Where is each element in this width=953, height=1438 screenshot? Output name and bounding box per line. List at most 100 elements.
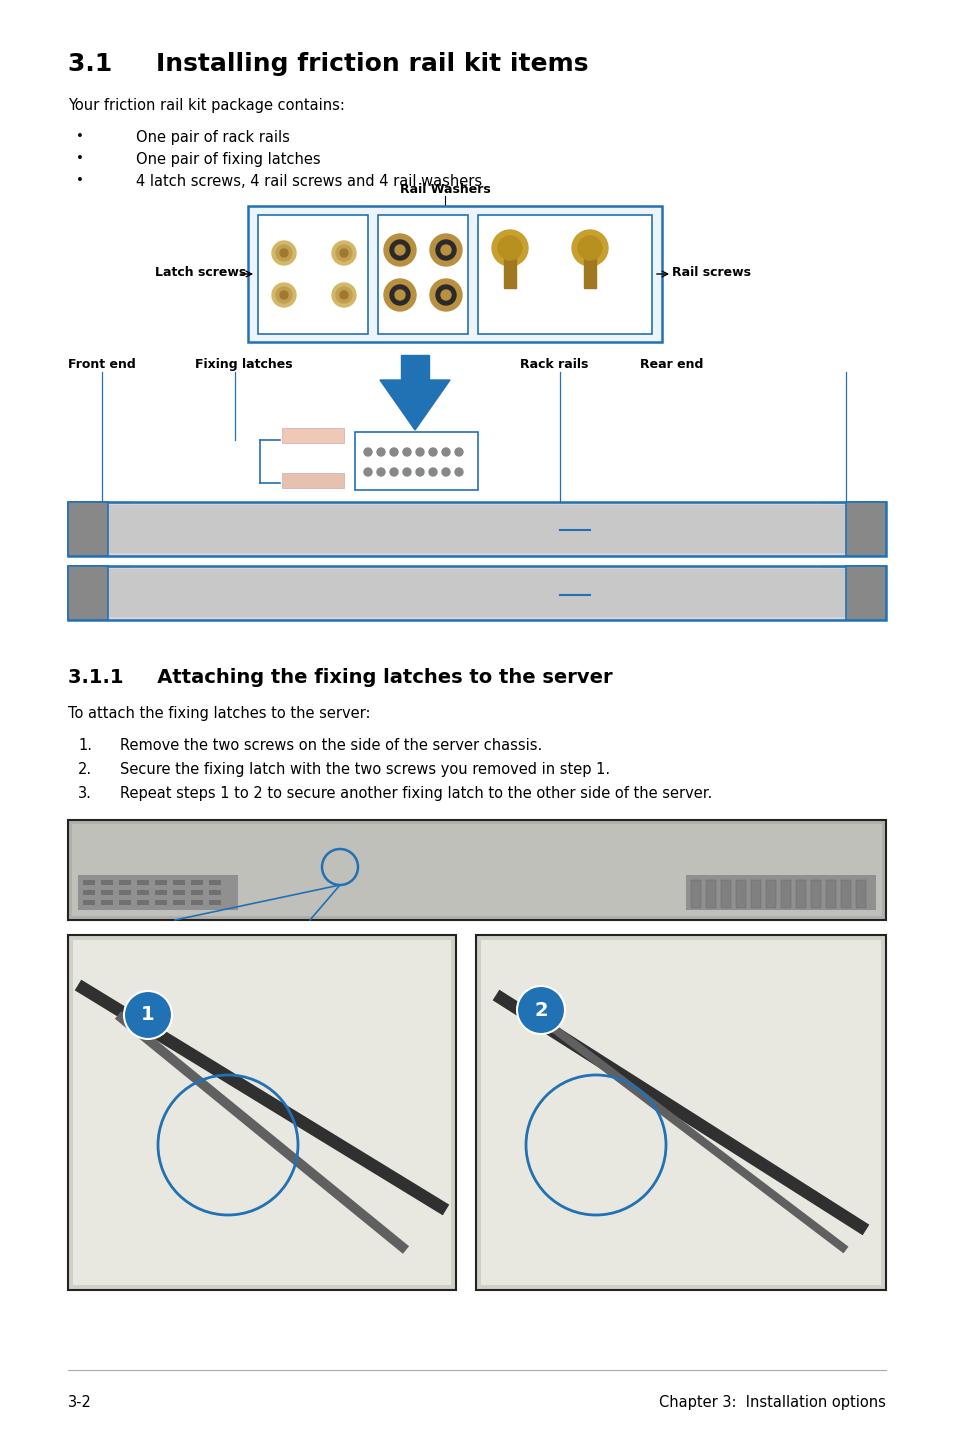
Bar	[101, 900, 112, 905]
Bar	[83, 900, 95, 905]
Circle shape	[335, 288, 352, 303]
Circle shape	[275, 244, 292, 262]
Bar	[503, 250, 516, 288]
Bar	[750, 880, 760, 907]
Text: Front end: Front end	[68, 358, 135, 371]
Circle shape	[332, 283, 355, 306]
Circle shape	[455, 449, 462, 456]
Bar	[845, 567, 885, 620]
Bar	[282, 473, 344, 487]
Circle shape	[376, 467, 385, 476]
Circle shape	[364, 467, 372, 476]
Circle shape	[430, 234, 461, 266]
Bar	[68, 567, 885, 620]
Bar	[191, 880, 203, 884]
Bar	[257, 216, 368, 334]
Bar	[172, 880, 185, 884]
Text: Your friction rail kit package contains:: Your friction rail kit package contains:	[68, 98, 345, 114]
Circle shape	[280, 249, 288, 257]
Bar	[685, 874, 875, 910]
Text: Rear end: Rear end	[639, 358, 702, 371]
Bar	[73, 940, 451, 1286]
Bar	[137, 900, 149, 905]
Text: 4 latch screws, 4 rail screws and 4 rail washers: 4 latch screws, 4 rail screws and 4 rail…	[136, 174, 481, 188]
Text: Secure the fixing latch with the two screws you removed in step 1.: Secure the fixing latch with the two scr…	[120, 762, 610, 777]
Circle shape	[416, 467, 423, 476]
Circle shape	[272, 283, 295, 306]
Circle shape	[440, 244, 451, 255]
Bar	[855, 880, 865, 907]
Circle shape	[395, 290, 405, 301]
Circle shape	[430, 279, 461, 311]
Bar	[825, 880, 835, 907]
Bar	[101, 880, 112, 884]
Bar	[690, 880, 700, 907]
Text: Chapter 3:  Installation options: Chapter 3: Installation options	[659, 1395, 885, 1411]
Circle shape	[440, 290, 451, 301]
Bar	[735, 880, 745, 907]
Text: Latch screws: Latch screws	[154, 266, 246, 279]
Bar	[78, 874, 237, 910]
Text: Rail Washers: Rail Washers	[399, 183, 490, 196]
Bar	[477, 216, 651, 334]
Circle shape	[429, 467, 436, 476]
Circle shape	[436, 240, 456, 260]
Bar	[71, 824, 882, 916]
Text: 2.: 2.	[78, 762, 92, 777]
Bar	[476, 935, 885, 1290]
Text: Repeat steps 1 to 2 to secure another fixing latch to the other side of the serv: Repeat steps 1 to 2 to secure another fi…	[120, 787, 712, 801]
Circle shape	[572, 230, 607, 266]
Bar	[400, 355, 429, 380]
Bar	[209, 900, 221, 905]
Bar	[248, 206, 661, 342]
Circle shape	[429, 449, 436, 456]
Text: 3-2: 3-2	[68, 1395, 91, 1411]
Bar	[172, 890, 185, 894]
Bar	[68, 820, 885, 920]
Circle shape	[395, 244, 405, 255]
Circle shape	[335, 244, 352, 262]
Circle shape	[492, 230, 527, 266]
Circle shape	[272, 242, 295, 265]
Bar	[119, 880, 131, 884]
Bar	[137, 890, 149, 894]
Text: One pair of rack rails: One pair of rack rails	[136, 129, 290, 145]
Bar	[209, 880, 221, 884]
Bar	[282, 429, 344, 443]
Circle shape	[578, 236, 601, 260]
Text: One pair of fixing latches: One pair of fixing latches	[136, 152, 320, 167]
Text: 1: 1	[141, 1005, 154, 1024]
Circle shape	[384, 234, 416, 266]
Circle shape	[497, 236, 521, 260]
Bar	[108, 569, 845, 617]
Bar	[355, 431, 477, 490]
Bar	[583, 250, 596, 288]
Circle shape	[339, 290, 348, 299]
Circle shape	[455, 467, 462, 476]
Circle shape	[332, 242, 355, 265]
Bar	[172, 900, 185, 905]
Bar	[154, 900, 167, 905]
Circle shape	[402, 467, 411, 476]
Bar	[119, 900, 131, 905]
Circle shape	[280, 290, 288, 299]
Circle shape	[390, 467, 397, 476]
Circle shape	[339, 249, 348, 257]
Circle shape	[436, 285, 456, 305]
Bar	[137, 880, 149, 884]
Bar	[154, 880, 167, 884]
Text: Fixing latches: Fixing latches	[194, 358, 293, 371]
Bar	[209, 890, 221, 894]
Text: 3.: 3.	[78, 787, 91, 801]
Text: •: •	[76, 129, 84, 142]
Text: 3.1     Installing friction rail kit items: 3.1 Installing friction rail kit items	[68, 52, 588, 76]
Bar	[191, 900, 203, 905]
Bar	[480, 940, 880, 1286]
Circle shape	[390, 449, 397, 456]
Circle shape	[402, 449, 411, 456]
Circle shape	[390, 240, 410, 260]
Text: Rail screws: Rail screws	[671, 266, 750, 279]
Text: 3.1.1     Attaching the fixing latches to the server: 3.1.1 Attaching the fixing latches to th…	[68, 669, 612, 687]
Circle shape	[384, 279, 416, 311]
Polygon shape	[379, 380, 450, 430]
